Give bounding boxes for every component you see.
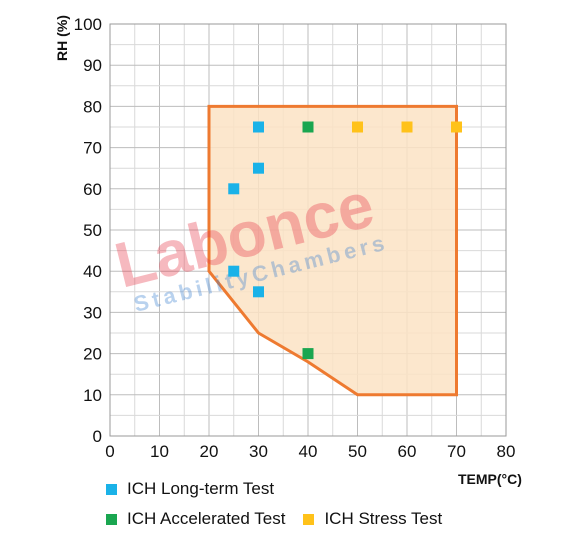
legend-item-long-term: ICH Long-term Test	[106, 479, 274, 499]
x-tick-label: 50	[348, 442, 367, 461]
operating-range-region	[207, 104, 458, 397]
legend-row-1: ICH Long-term Test	[106, 474, 566, 504]
y-tick-label: 80	[83, 97, 102, 116]
x-tick-label: 70	[447, 442, 466, 461]
points-layer	[228, 121, 462, 360]
legend-label-stress: ICH Stress Test	[324, 509, 443, 528]
x-tick-label: 20	[200, 442, 219, 461]
x-tick-label: 30	[249, 442, 268, 461]
x-axis-title: TEMP(°C)	[458, 471, 522, 487]
y-tick-label: 20	[83, 345, 102, 364]
legend-item-stress: ICH Stress Test	[303, 509, 442, 529]
y-tick-label: 70	[83, 139, 102, 158]
data-point-series-0	[253, 121, 264, 133]
data-point-series-2	[352, 121, 363, 133]
data-point-series-1	[302, 121, 314, 133]
data-point-series-0	[253, 286, 264, 298]
y-axis-title: RH (%)	[54, 15, 70, 61]
data-point-series-1	[302, 348, 314, 360]
legend-label-long-term: ICH Long-term Test	[127, 479, 275, 498]
y-tick-label: 40	[83, 262, 102, 281]
data-point-series-2	[401, 121, 413, 133]
y-tick-label: 60	[83, 180, 102, 199]
legend-swatch-long-term	[106, 483, 117, 495]
y-tick-label: 0	[93, 427, 102, 446]
legend-label-accelerated: ICH Accelerated Test	[127, 509, 286, 528]
region-layer	[207, 104, 458, 397]
legend-swatch-accelerated	[106, 513, 117, 525]
tick-labels: 0 10 20 30 40 50 60 70 80 0 10 20 30 40 50 60 70 80 90 100	[74, 15, 516, 461]
x-tick-label: 80	[497, 442, 516, 461]
legend-item-accelerated: ICH Accelerated Test	[106, 509, 285, 529]
x-tick-label: 0	[105, 442, 114, 461]
legend-row-2: ICH Accelerated Test ICH Stress Test	[106, 504, 566, 534]
data-point-series-0	[253, 162, 264, 174]
plot-frame	[109, 23, 507, 437]
x-tick-label: 10	[150, 442, 169, 461]
y-tick-label: 10	[83, 386, 102, 405]
y-tick-label: 50	[83, 221, 102, 240]
y-tick-label: 90	[83, 56, 102, 75]
x-tick-label: 60	[398, 442, 417, 461]
y-tick-label: 100	[74, 15, 102, 34]
data-point-series-0	[228, 265, 240, 277]
x-tick-label: 40	[299, 442, 318, 461]
data-point-series-2	[451, 121, 462, 133]
legend-swatch-stress	[303, 513, 315, 525]
legend: ICH Long-term Test ICH Accelerated Test …	[106, 474, 566, 534]
data-point-series-0	[228, 183, 240, 195]
y-tick-label: 30	[83, 303, 102, 322]
